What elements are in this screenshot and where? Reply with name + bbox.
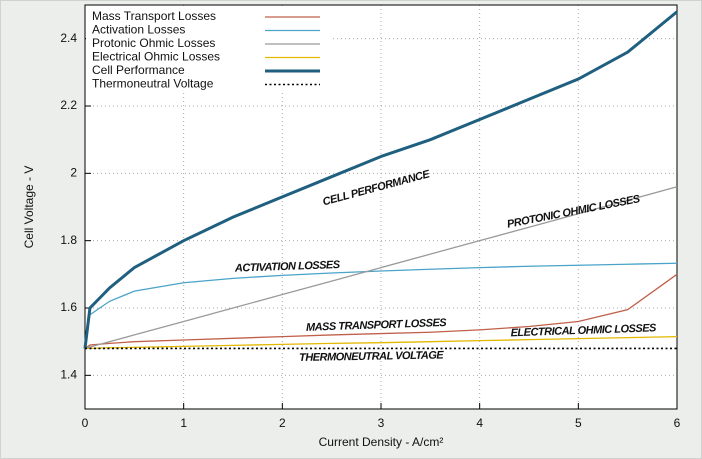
y-tick-label: 1.6 — [60, 300, 77, 314]
legend-label: Electrical Ohmic Losses — [92, 50, 220, 64]
series-line — [84, 273, 678, 349]
y-tick-label: 2.2 — [60, 98, 77, 112]
x-tick-label: 4 — [476, 416, 483, 430]
legend-label: Mass Transport Losses — [92, 9, 216, 23]
annotation: ACTIVATION LOSSES — [234, 259, 341, 275]
x-tick-label: 0 — [82, 416, 89, 430]
legend-label: Activation Losses — [92, 23, 185, 37]
annotation: MASS TRANSPORT LOSSES — [306, 317, 448, 334]
annotation: THERMONEUTRAL VOLTAGE — [299, 349, 444, 364]
x-axis-label: Current Density - A/cm² — [319, 435, 444, 449]
series-line — [84, 186, 678, 350]
x-tick-label: 2 — [279, 416, 286, 430]
legend-box — [86, 6, 331, 92]
y-axis-label: Cell Voltage - V — [22, 166, 36, 249]
y-tick-label: 2 — [70, 166, 77, 180]
x-tick-label: 5 — [575, 416, 582, 430]
x-tick-label: 6 — [674, 416, 681, 430]
series-line — [83, 10, 678, 349]
x-tick-label: 3 — [378, 416, 385, 430]
y-tick-label: 2.4 — [60, 31, 77, 45]
plot-border — [84, 4, 678, 410]
legend-label: Protonic Ohmic Losses — [92, 36, 215, 50]
series-line — [84, 262, 678, 349]
legend-label: Thermoneutral Voltage — [92, 77, 214, 91]
y-tick-label: 1.8 — [60, 233, 77, 247]
x-tick-label: 1 — [180, 416, 187, 430]
annotation: ELECTRICAL OHMIC LOSSES — [510, 322, 657, 339]
y-tick-label: 1.4 — [60, 368, 77, 382]
legend-label: Cell Performance — [92, 63, 185, 77]
